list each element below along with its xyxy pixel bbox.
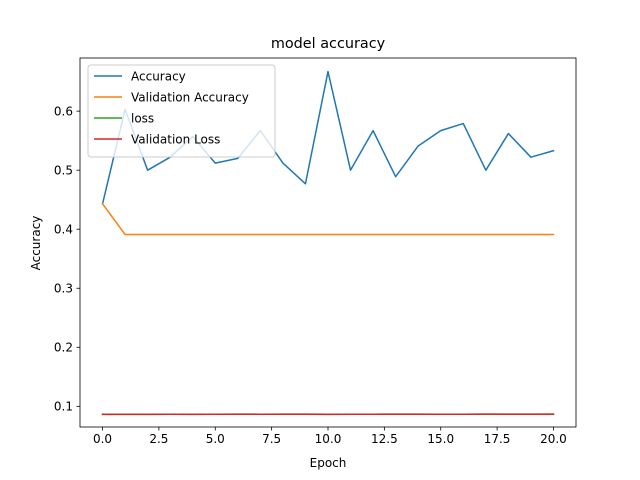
y-tick-label: 0.2 [54, 341, 73, 355]
y-tick-label: 0.6 [54, 104, 73, 118]
y-tick-label: 0.5 [54, 163, 73, 177]
x-tick-label: 15.0 [427, 432, 454, 446]
x-axis: 0.0 2.5 5.0 7.5 10.0 12.5 15.0 17.5 20.0 [93, 427, 567, 446]
x-tick-label: 12.5 [371, 432, 398, 446]
legend: Accuracy Validation Accuracy loss Validatio… [87, 64, 276, 158]
legend-entry-label: Validation Loss [131, 133, 220, 147]
y-axis: 0.1 0.2 0.3 0.4 0.5 0.6 [54, 104, 80, 414]
y-tick-label: 0.3 [54, 282, 73, 296]
x-tick-label: 10.0 [315, 432, 342, 446]
legend-box [87, 64, 276, 158]
legend-entry-label: Accuracy [131, 70, 186, 84]
y-tick-label: 0.1 [54, 400, 73, 414]
x-tick-label: 5.0 [206, 432, 225, 446]
y-axis-label: Accuracy [29, 216, 43, 271]
x-axis-label: Epoch [310, 456, 347, 470]
x-tick-label: 20.0 [540, 432, 567, 446]
legend-entry-label: Validation Accuracy [131, 91, 249, 105]
chart-title: model accuracy [271, 36, 386, 52]
x-tick-label: 17.5 [484, 432, 511, 446]
y-tick-label: 0.4 [54, 223, 73, 237]
x-tick-label: 2.5 [149, 432, 168, 446]
legend-entry-label: loss [131, 112, 154, 126]
x-tick-label: 7.5 [262, 432, 281, 446]
x-tick-label: 0.0 [93, 432, 112, 446]
series-line-1 [101, 202, 555, 236]
